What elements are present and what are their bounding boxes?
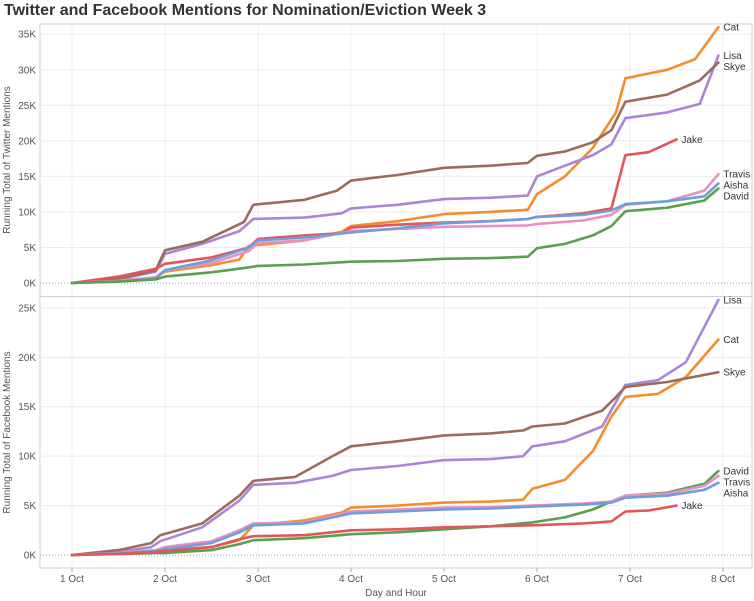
x-axis-title: Day and Hour (365, 588, 427, 599)
series-line-jake (70, 138, 678, 285)
y-tick-label: 20K (18, 353, 36, 364)
x-tick-label: 4 Oct (339, 574, 363, 585)
series-label-jake: Jake (682, 501, 704, 512)
x-tick-label: 5 Oct (432, 574, 456, 585)
y-tick-label: 10K (18, 207, 36, 218)
x-tick-label: 6 Oct (525, 574, 549, 585)
y-tick-label: 35K (18, 30, 36, 41)
y-tick-label: 5K (24, 501, 37, 512)
y-axis-title: Running Total of Twitter Mentions (2, 86, 13, 234)
series-label-travis: Travis (723, 170, 750, 181)
series-line-jake (70, 504, 678, 557)
chart-title: Twitter and Facebook Mentions for Nomina… (4, 2, 487, 19)
x-tick-label: 7 Oct (618, 574, 642, 585)
y-tick-label: 20K (18, 136, 36, 147)
y-tick-label: 5K (24, 243, 37, 254)
series-label-jake: Jake (682, 135, 704, 146)
series-label-aisha: Aisha (723, 181, 748, 192)
series-label-skye: Skye (723, 368, 746, 379)
y-tick-label: 30K (18, 65, 36, 76)
series-line-david (70, 187, 720, 285)
series-line-cat (70, 338, 720, 557)
series-line-lisa (70, 54, 720, 285)
y-tick-label: 0K (24, 279, 37, 290)
y-tick-label: 10K (18, 452, 36, 463)
series-label-lisa: Lisa (723, 296, 742, 307)
panel-1: 0K 5K 10K 15K 20K 25K 30K 35K Running Total of T… (2, 23, 752, 296)
series-line-cat (70, 25, 720, 285)
series-label-david: David (723, 466, 749, 477)
series-label-david: David (723, 192, 749, 203)
panel-2: 0K 5K 10K 15K 20K 25K Running Total of Faceboo… (2, 296, 752, 568)
series-line-skye (70, 370, 720, 557)
series-label-travis: Travis (723, 477, 750, 488)
y-tick-label: 25K (18, 101, 36, 112)
series-line-aisha (70, 481, 720, 557)
y-tick-label: 15K (18, 172, 36, 183)
y-tick-label: 15K (18, 402, 36, 413)
series-label-lisa: Lisa (723, 51, 742, 62)
series-label-cat: Cat (723, 23, 739, 34)
series-label-aisha: Aisha (723, 488, 748, 499)
x-tick-label: 2 Oct (153, 574, 177, 585)
x-tick-label: 1 Oct (60, 574, 84, 585)
y-tick-label: 25K (18, 303, 36, 314)
series-label-cat: Cat (723, 335, 739, 346)
y-axis-title: Running Total of Facebook Mentions (2, 351, 13, 513)
x-tick-label: 8 Oct (711, 574, 735, 585)
y-tick-label: 0K (24, 551, 37, 562)
series-line-skye (70, 61, 720, 285)
series-line-lisa (70, 298, 720, 557)
series-line-aisha (70, 182, 720, 285)
x-tick-label: 3 Oct (246, 574, 270, 585)
series-line-travis (70, 474, 720, 557)
series-label-skye: Skye (723, 62, 746, 73)
